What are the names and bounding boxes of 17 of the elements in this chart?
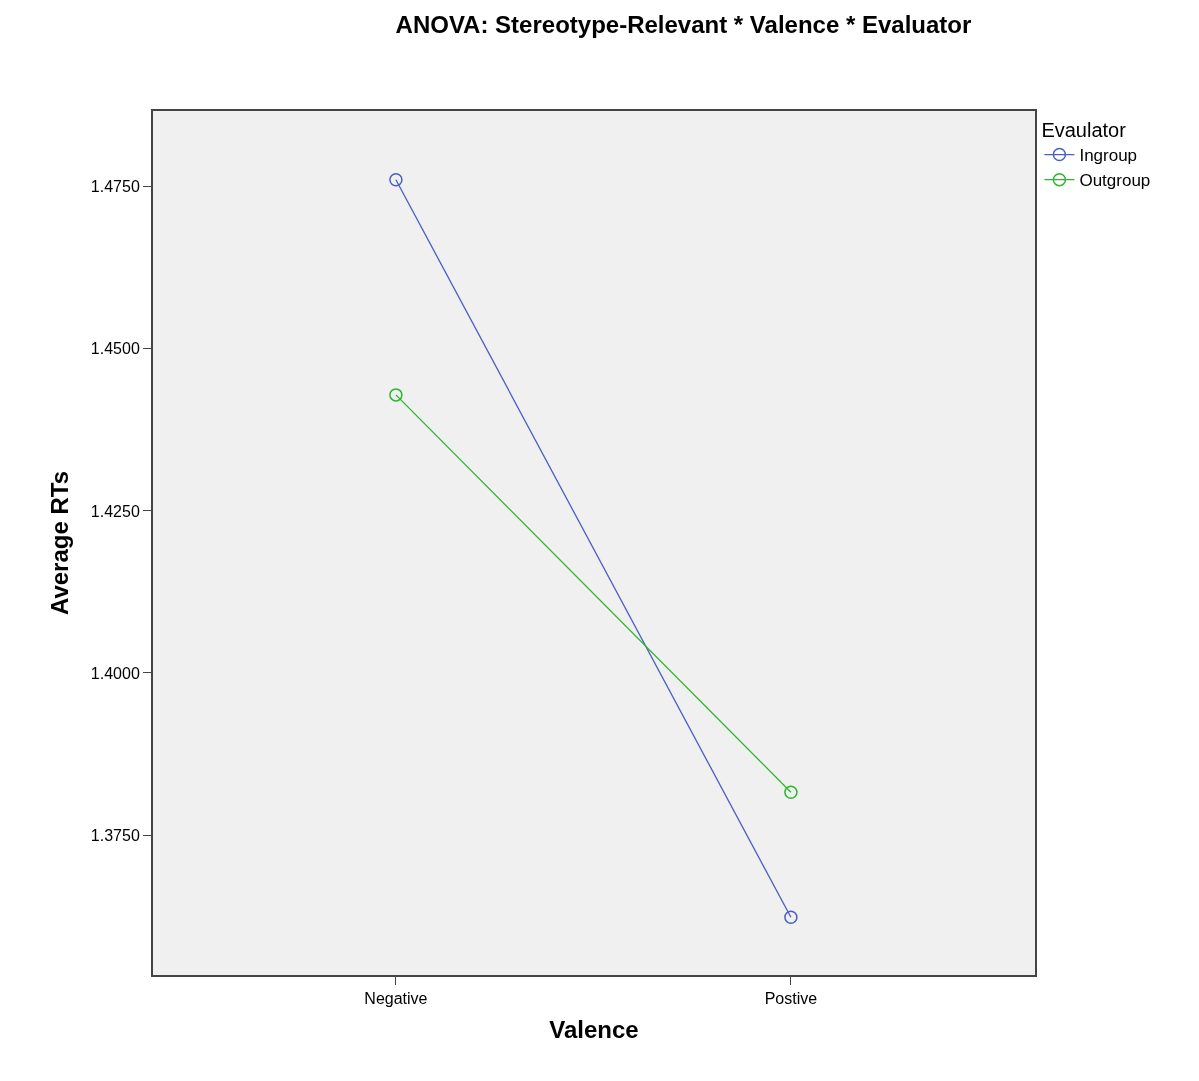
y-tick-label: 1.4250	[90, 502, 140, 520]
y-tick-label: 1.3750	[90, 826, 140, 844]
chart-title: ANOVA: Stereotype-Relevant * Valence * Evaluator	[395, 11, 972, 39]
point	[784, 785, 798, 799]
x-tick-label: Negative	[364, 990, 428, 1008]
y-tick-label: 1.4750	[90, 178, 140, 196]
point	[389, 172, 403, 187]
x-tick-label: Postive	[764, 990, 818, 1008]
point	[784, 910, 798, 925]
legend-label: Outgroup	[1079, 171, 1151, 191]
legend-title: Evaulator	[1041, 119, 1127, 141]
point	[389, 388, 403, 402]
y-tick-label: 1.4000	[90, 664, 140, 682]
y-axis-title: Average RTs	[46, 470, 74, 616]
y-tick-label: 1.4500	[90, 340, 140, 358]
x-axis-title: Valence	[549, 1016, 639, 1043]
legend-label: Ingroup	[1079, 146, 1138, 166]
